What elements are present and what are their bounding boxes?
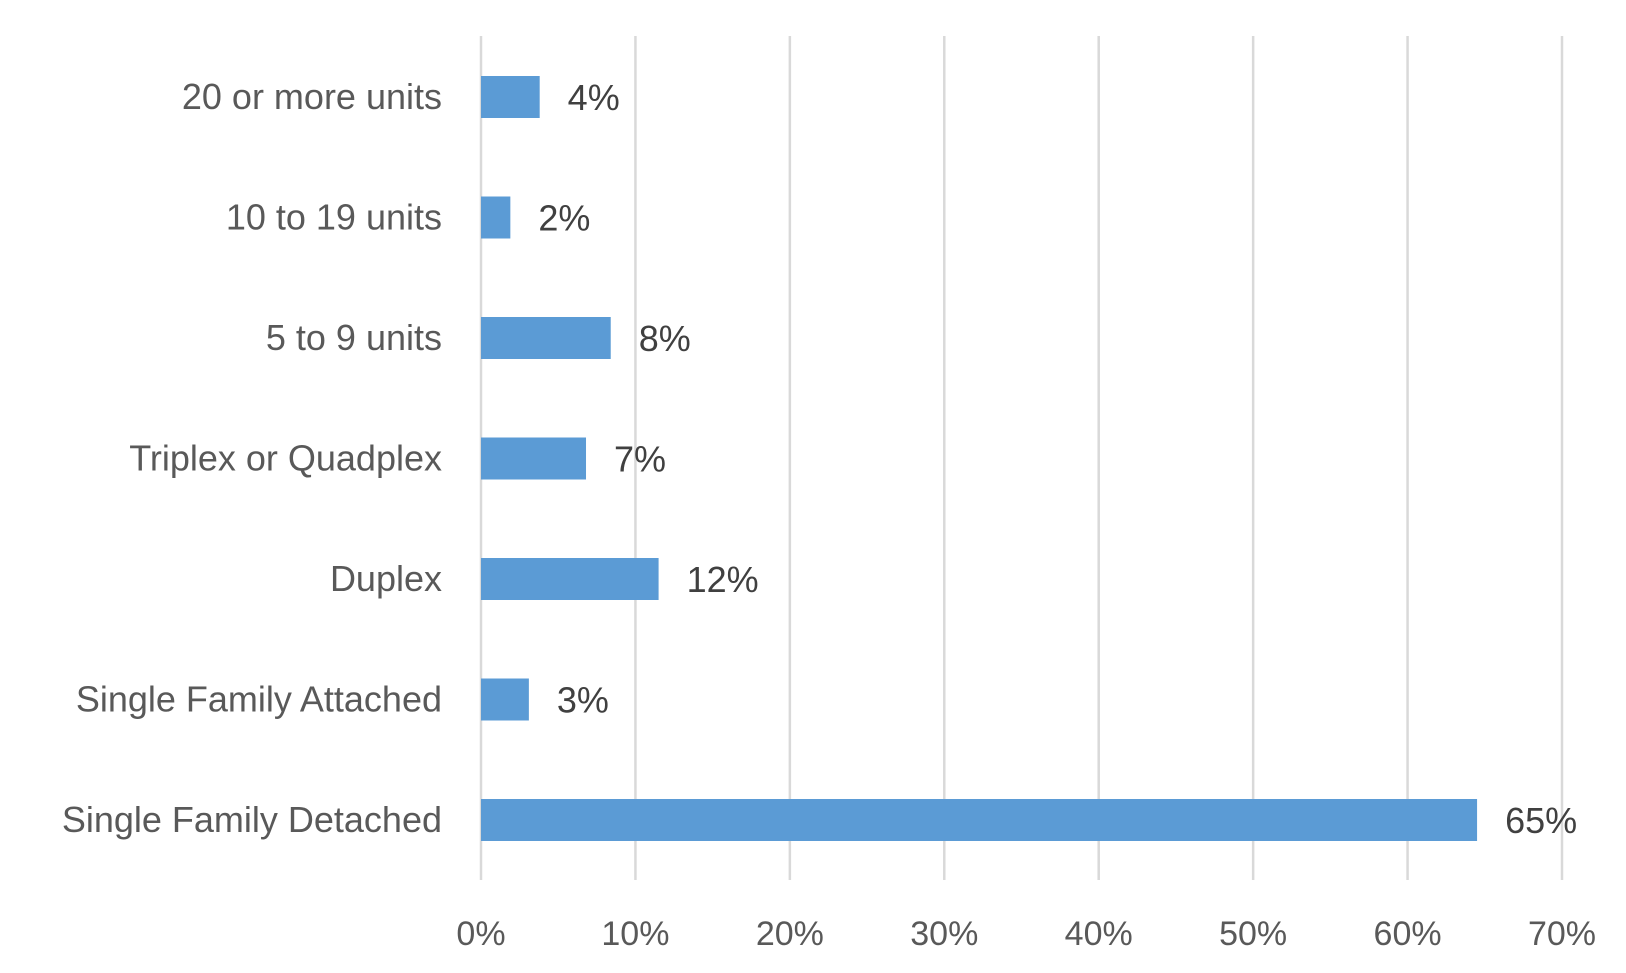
data-label: 2%: [538, 198, 590, 239]
data-label: 12%: [687, 559, 759, 600]
x-tick-label: 50%: [1219, 915, 1287, 953]
x-tick-label: 10%: [601, 915, 669, 953]
data-label: 4%: [568, 77, 620, 118]
data-label: 7%: [614, 439, 666, 480]
x-tick-label: 40%: [1065, 915, 1133, 953]
category-label: 20 or more units: [182, 76, 442, 117]
category-label: Single Family Attached: [76, 679, 442, 720]
x-tick-label: 0%: [456, 915, 505, 953]
bar: [481, 317, 611, 359]
category-axis: 20 or more units 10 to 19 units 5 to 9 uni…: [62, 76, 442, 840]
category-label: Single Family Detached: [62, 799, 442, 840]
value-axis: 0% 10% 20% 30% 40% 50% 60% 70%: [456, 915, 1596, 953]
category-label: Duplex: [330, 558, 442, 599]
bar: [481, 558, 659, 600]
x-tick-label: 20%: [756, 915, 824, 953]
x-tick-label: 60%: [1374, 915, 1442, 953]
x-tick-label: 30%: [910, 915, 978, 953]
category-label: Triplex or Quadplex: [129, 438, 442, 479]
bar: [481, 678, 529, 721]
x-tick-label: 70%: [1528, 915, 1596, 953]
bar: [481, 196, 511, 239]
category-label: 10 to 19 units: [226, 197, 442, 238]
data-labels: 4% 2% 8% 7% 12% 3% 65%: [538, 77, 1577, 841]
data-label: 65%: [1505, 800, 1577, 841]
data-label: 8%: [639, 318, 691, 359]
category-label: 5 to 9 units: [266, 317, 442, 358]
bar: [481, 799, 1478, 841]
bars: [481, 76, 1478, 841]
bar: [481, 437, 587, 480]
bar: [481, 76, 540, 118]
data-label: 3%: [557, 680, 609, 721]
gridlines: [479, 36, 1564, 880]
